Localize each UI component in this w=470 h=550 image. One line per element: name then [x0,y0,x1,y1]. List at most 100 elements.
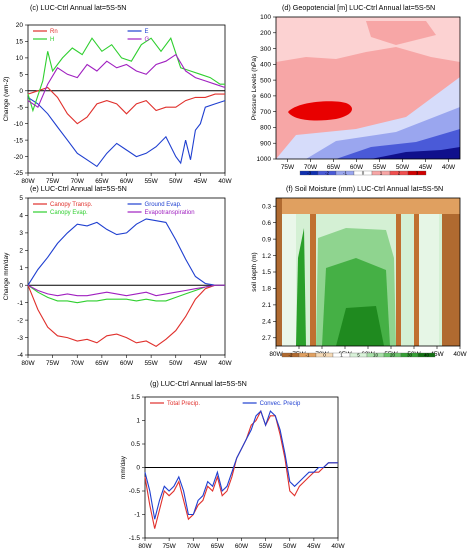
y-tick-label: -1.5 [129,535,141,542]
colorbar-label: -2 [325,171,329,176]
colorbar-label: 2 [398,171,401,176]
series-line-ground-evap- [27,218,225,286]
series-line-h [27,37,225,113]
x-tick-label: 50W [169,360,183,367]
series-line-evapotranspiration [27,284,225,297]
chart-title: (c) LUC-Ctrl Annual lat=5S-5N [30,3,126,12]
colorbar-swatch [407,170,427,176]
colorbar-label: 30 [407,353,413,358]
y-tick-label: -4 [17,352,23,359]
series-line-g [27,53,226,109]
colorbar-label: 5 [357,353,360,358]
chart-title: (e) LUC-Ctrl Annual lat=5S-5N [30,184,127,193]
heatmap-green-spike [296,228,306,346]
chart-title: (g) LUC-Ctrl Annual lat=5S-5N [150,379,247,388]
colorbar-label: 40 [424,353,430,358]
panel-c: 80W 75W 70W 65W 60W 55W 50W 45W 40W 20 15 10 5 0 -5 -10… [3,3,233,185]
y-tick-label: -1 [17,300,23,307]
y-tick-label: 20 [16,22,24,29]
series-line-convec-precip [144,410,338,520]
x-tick-label: 65W [95,360,109,367]
y-axis-label: Pressure Levels (hPa) [251,56,258,120]
y-tick-label: 10 [16,55,24,62]
x-tick-label: 65W [95,178,109,185]
y-tick-label: 0.3 [262,203,271,210]
y-axis-label: Change (wm-2) [3,77,10,122]
x-tick-label: 40W [442,164,456,171]
y-tick-label: 0.5 [131,441,140,448]
colorbar-label: 0 [362,171,365,176]
y-tick-label: 2.4 [262,319,271,326]
colorbar-label: 20 [390,353,396,358]
y-tick-label: 5 [19,72,23,79]
x-tick-label: 40W [218,178,232,185]
heatmap-green-darkest [336,306,384,346]
colorbar-label: 1 [380,171,383,176]
heatmap-top-layer [276,198,460,214]
x-tick-label: 40W [218,360,232,367]
series-line-e [27,96,226,168]
y-tick-label: 600 [260,93,271,100]
x-tick-label: 70W [71,360,85,367]
x-tick-label: 70W [71,178,85,185]
plot-frame [27,197,226,356]
x-tick-label: 80W [138,543,152,550]
x-tick-label: 45W [419,164,433,171]
colorbar-label: 0 [323,353,326,358]
y-tick-label: 1 [136,418,140,425]
y-tick-label: 0 [19,88,23,95]
y-tick-label: 300 [260,46,271,53]
y-tick-label: 0.6 [262,220,271,227]
panel-f: 80W75W70W65W60W55W50W45W40W0.30.60.91.21… [251,184,468,358]
heatmap-band-pink [366,21,436,45]
x-tick-label: 75W [46,360,60,367]
y-tick-label: 0 [19,282,23,289]
y-tick-label: -2 [17,317,23,324]
x-tick-label: 55W [373,164,387,171]
y-tick-label: 700 [260,109,271,116]
y-tick-label: 0.9 [262,236,271,243]
x-tick-label: 80W [21,360,35,367]
y-tick-label: -10 [14,121,24,128]
x-tick-label: 55W [144,178,158,185]
x-tick-label: 45W [194,178,208,185]
legend-label: Canopy Transp. [50,202,93,208]
series-line-rn [27,86,225,125]
x-tick-label: 55W [259,543,273,550]
chart-title: (d) Geopotencial [m] LUC-Ctrl Annual lat… [282,3,435,12]
x-tick-label: 65W [211,543,225,550]
y-tick-label: 3 [19,230,23,237]
plot-frame [275,16,461,160]
y-tick-label: 800 [260,125,271,132]
x-tick-label: 50W [283,543,297,550]
y-tick-label: -25 [14,170,24,177]
x-tick-label: 75W [281,164,295,171]
y-tick-label: 500 [260,77,271,84]
legend-label: Canopy Evap. [50,210,88,216]
y-tick-label: -0.5 [129,488,141,495]
y-axis-label: soil depth (m) [251,252,258,291]
y-tick-label: 1.5 [131,394,140,401]
x-tick-label: 45W [307,543,321,550]
panel-g: 80W 75W 70W 65W 60W 55W 50W 45W 40W 1.5 1 0.5 0 -0.5 -… [120,379,346,550]
x-tick-label: 80W [269,351,283,358]
y-tick-label: 400 [260,62,271,69]
y-tick-label: -15 [14,137,24,144]
x-tick-label: 70W [187,543,201,550]
y-tick-label: 15 [16,39,24,46]
x-tick-label: 60W [350,164,364,171]
x-tick-label: 45W [194,360,208,367]
plot-frame [27,24,226,174]
x-tick-label: 60W [235,543,249,550]
series-line-canopy-transp- [27,284,225,347]
legend-label: Convec. Precip [260,401,301,407]
x-tick-label: 65W [327,164,341,171]
heatmap-right-brown [442,214,460,346]
y-tick-label: 200 [260,30,271,37]
colorbar-label: -2 [288,353,292,358]
y-tick-label: 1 [19,265,23,272]
x-tick-label: 40W [331,543,345,550]
y-tick-label: -3 [17,335,23,342]
y-tick-label: 1000 [257,156,272,163]
